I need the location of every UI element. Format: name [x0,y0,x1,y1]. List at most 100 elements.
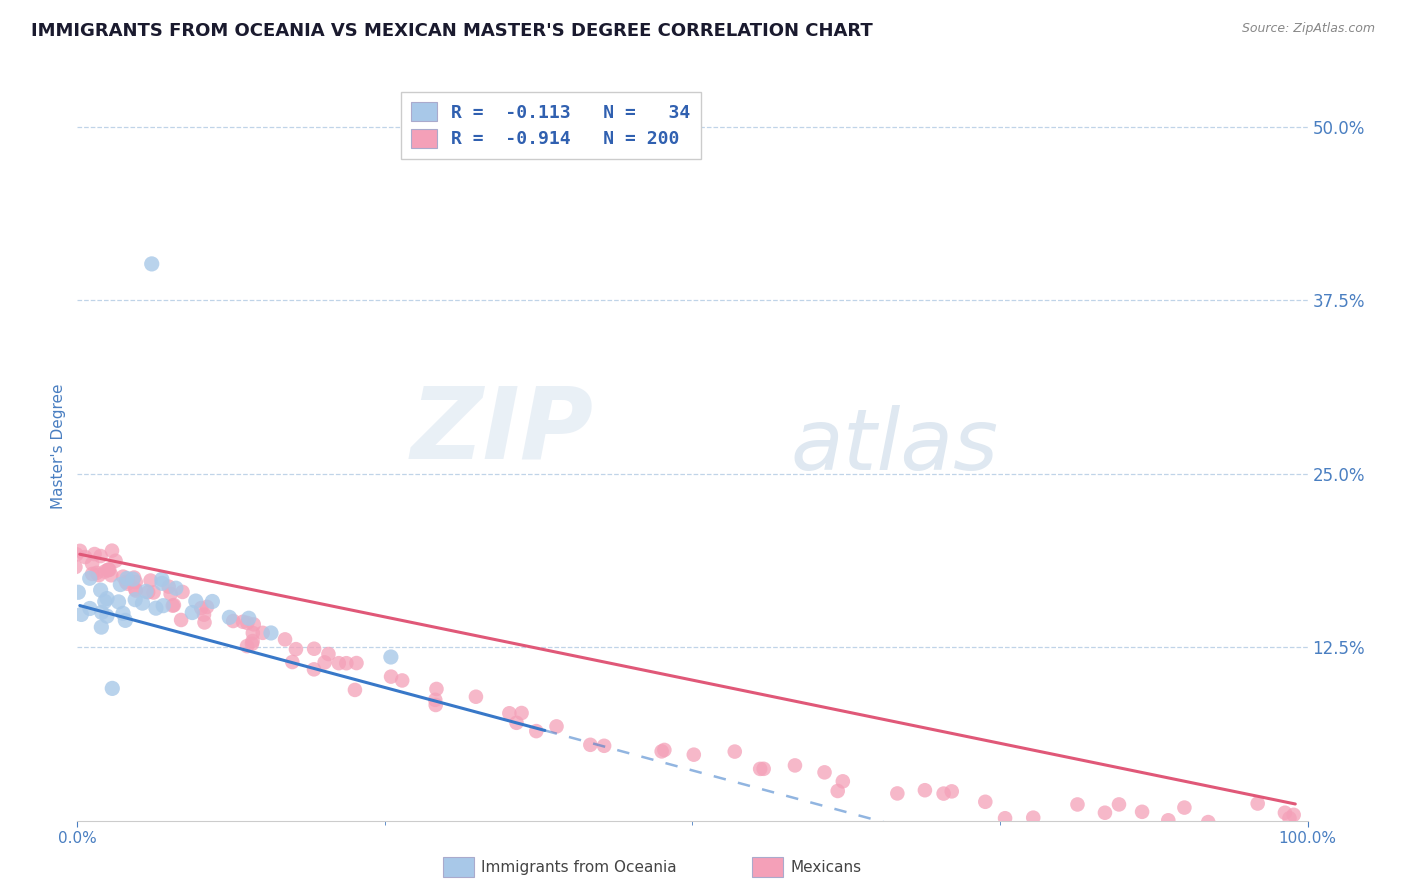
Point [67,585,90,599]
Point [83,547,105,561]
Point [104,554,127,568]
Point [1274,805,1296,820]
Point [1130,805,1153,819]
Point [90,620,112,634]
Point [93,565,115,579]
Point [654,743,676,757]
Point [181,606,204,620]
Text: Mexicans: Mexicans [790,860,862,874]
Point [222,614,245,628]
Point [328,656,350,670]
Point [117,576,139,591]
Point [1022,811,1045,825]
Point [139,574,162,588]
Point [974,795,997,809]
Point [465,690,488,704]
Point [274,632,297,647]
Point [157,580,180,594]
Point [346,656,368,670]
Point [101,543,124,558]
Point [69,544,91,558]
Point [165,581,187,595]
Point [914,783,936,797]
Point [94,594,117,608]
Point [260,626,283,640]
Point [112,569,135,583]
Point [242,617,264,632]
Point [87,568,110,582]
Point [111,607,134,621]
Point [242,634,264,648]
Point [65,560,87,574]
Point [96,591,118,606]
Text: IMMIGRANTS FROM OCEANIA VS MEXICAN MASTER'S DEGREE CORRELATION CHART: IMMIGRANTS FROM OCEANIA VS MEXICAN MASTE… [31,22,873,40]
Point [124,582,146,597]
Point [150,572,173,586]
Point [343,682,366,697]
Point [1173,800,1195,814]
Point [252,625,274,640]
Y-axis label: Master's Degree: Master's Degree [51,384,66,508]
Point [314,656,336,670]
Point [110,577,132,591]
Point [152,599,174,613]
Point [827,784,849,798]
Point [201,594,224,608]
Point [335,657,357,671]
Point [498,706,520,721]
Point [86,566,108,580]
Point [124,592,146,607]
Point [122,570,145,584]
Point [724,745,747,759]
Point [58,562,80,576]
Point [651,744,673,758]
Point [932,787,955,801]
Point [162,599,184,613]
Point [142,585,165,599]
Point [159,587,181,601]
Point [1215,823,1237,838]
Point [97,563,120,577]
Point [238,611,260,625]
Point [232,615,254,629]
Point [193,615,215,630]
Point [97,563,120,577]
Point [425,698,447,712]
Point [170,613,193,627]
Point [82,557,104,571]
Point [1197,815,1219,830]
Point [193,607,215,622]
Text: Immigrants from Oceania: Immigrants from Oceania [481,860,676,874]
Point [242,626,264,640]
Point [163,598,186,612]
Point [90,583,112,598]
Point [107,595,129,609]
Text: ZIP: ZIP [411,383,595,480]
Point [122,572,145,586]
Point [125,583,148,598]
Point [380,670,402,684]
Point [1247,797,1270,811]
Point [115,571,138,585]
Point [131,596,153,610]
Point [114,613,136,627]
Point [90,606,112,620]
Legend: R =  -0.113   N =   34, R =  -0.914   N = 200: R = -0.113 N = 34, R = -0.914 N = 200 [401,92,702,159]
Point [1278,811,1301,825]
Text: atlas: atlas [792,404,998,488]
Point [380,650,402,665]
Point [510,706,533,720]
Point [318,647,340,661]
Point [100,568,122,582]
Text: Source: ZipAtlas.com: Source: ZipAtlas.com [1241,22,1375,36]
Point [141,257,163,271]
Point [79,571,101,585]
Point [1094,805,1116,820]
Point [1108,797,1130,812]
Point [302,662,325,676]
Point [579,738,602,752]
Point [994,811,1017,825]
Point [1157,814,1180,828]
Point [82,566,104,581]
Point [172,585,194,599]
